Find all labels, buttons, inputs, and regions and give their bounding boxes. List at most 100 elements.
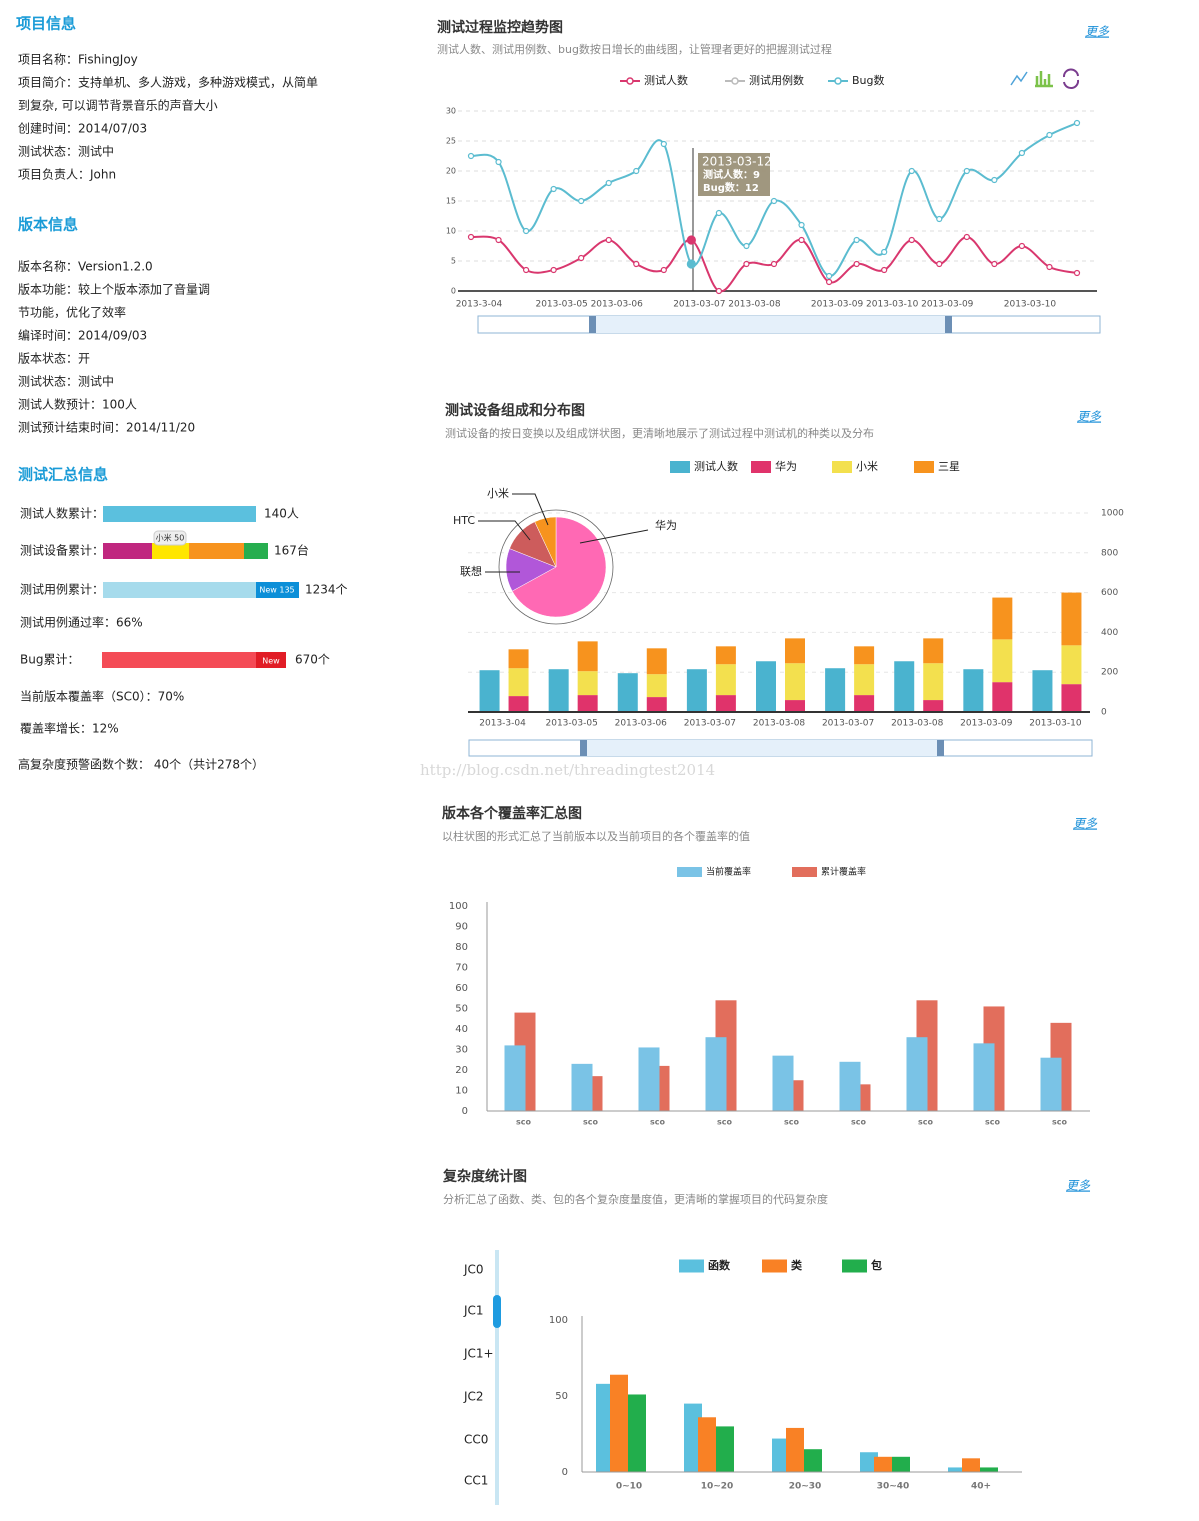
pie-label: 华为 <box>655 518 677 532</box>
bar <box>923 700 944 712</box>
summary-label: 高复杂度预警函数个数： 40个（共计278个） <box>18 757 264 772</box>
data-point <box>881 248 888 256</box>
pie-slice <box>511 516 607 618</box>
x-tick-label: 2013-03-07 <box>673 300 725 310</box>
summary-value: 140人 <box>264 507 299 521</box>
bar <box>715 695 736 712</box>
x-tick-label: 2013-03-08 <box>753 719 806 729</box>
y-tick-label: 400 <box>1101 628 1118 638</box>
summary-value: 1234个 <box>305 583 348 597</box>
x-tick-label: sco <box>1052 1118 1068 1127</box>
bar <box>508 668 529 697</box>
summary-label: 测试用例累计： <box>20 582 104 597</box>
bar <box>1032 670 1053 712</box>
data-point <box>660 140 667 148</box>
data-point <box>936 215 943 223</box>
data-point <box>578 197 585 205</box>
chart-title: 测试过程监控趋势图 <box>437 19 563 36</box>
y-tick-label: 15 <box>446 197 456 206</box>
data-point <box>686 259 696 269</box>
bar <box>1061 684 1082 712</box>
bar <box>785 700 805 712</box>
x-tick-label: 2013-03-09 <box>960 719 1013 729</box>
leader-line <box>579 529 649 544</box>
leader-line <box>512 493 549 526</box>
more-link[interactable]: 更多 <box>1066 1179 1091 1193</box>
leader-line <box>478 520 531 541</box>
zoom-handle[interactable] <box>580 740 587 756</box>
bar <box>973 1043 995 1111</box>
data-point <box>743 260 750 268</box>
side-item: JC1+ <box>463 1347 494 1361</box>
info-line: 测试人数预计：100人 <box>18 397 137 412</box>
chart-subtitle: 分析汇总了函数、类、包的各个复杂度量度值，更清晰的掌握项目的代码复杂度 <box>443 1192 828 1206</box>
legend-swatch <box>677 867 702 877</box>
zoom-window <box>583 740 940 756</box>
data-point <box>633 260 640 268</box>
x-tick-label: sco <box>918 1118 934 1127</box>
data-point <box>963 167 970 175</box>
data-point <box>578 254 585 262</box>
legend-marker <box>731 77 739 85</box>
info-line: 创建时间：2014/07/03 <box>18 122 147 136</box>
legend-label: 类 <box>791 1258 803 1272</box>
bar <box>980 1467 998 1472</box>
x-tick-label: sco <box>851 1118 867 1127</box>
zoom-handle[interactable] <box>589 316 596 333</box>
tooltip-box <box>698 153 770 196</box>
chart-title: 版本各个覆盖率汇总图 <box>442 805 582 822</box>
data-point <box>633 167 640 175</box>
more-link[interactable]: 更多 <box>1077 410 1102 424</box>
data-point <box>853 260 860 268</box>
more-link[interactable]: 更多 <box>1085 25 1110 39</box>
bar <box>992 639 1013 683</box>
bar <box>756 661 776 712</box>
data-point <box>522 227 530 235</box>
pie-label: 小米 <box>487 487 509 500</box>
data-point <box>1046 131 1053 139</box>
y-tick-label: 90 <box>455 922 468 933</box>
data-point <box>936 260 943 268</box>
bar <box>992 682 1013 712</box>
x-tick-label: 2013-03-06 <box>615 719 668 729</box>
info-line: 编译时间：2014/09/03 <box>18 328 147 343</box>
data-point <box>908 236 915 244</box>
zoom-handle[interactable] <box>937 740 944 756</box>
legend-label: 华为 <box>775 459 797 473</box>
bar <box>854 695 875 712</box>
zoom-handle[interactable] <box>945 316 952 333</box>
legend-label: 函数 <box>708 1258 731 1272</box>
data-point <box>660 266 667 274</box>
icon-line[interactable] <box>1010 71 1028 86</box>
chart-title: 复杂度统计图 <box>442 1168 527 1185</box>
bar <box>1061 645 1082 685</box>
legend-swatch <box>832 461 852 473</box>
scroll-thumb[interactable] <box>493 1295 501 1328</box>
data-point <box>853 236 860 244</box>
pie-label: 联想 <box>460 564 482 578</box>
bar <box>577 671 598 696</box>
legend-swatch <box>670 461 690 473</box>
info-line: 项目简介：支持单机、多人游戏，多种游戏模式，从简单 <box>18 75 318 90</box>
summary-bar-segment <box>103 506 256 522</box>
data-point <box>686 235 696 245</box>
bar <box>1061 592 1082 646</box>
x-tick-label: 2013-3-04 <box>479 719 526 729</box>
icon-bar[interactable] <box>1035 71 1053 88</box>
icon-refresh[interactable] <box>1063 68 1080 90</box>
y-tick-label: 0 <box>562 1467 568 1478</box>
legend-label: 三星 <box>938 460 960 473</box>
bar <box>504 1045 526 1111</box>
bar <box>785 638 805 664</box>
data-point <box>550 185 557 193</box>
x-tick-label: 2013-03-07 <box>822 719 874 729</box>
side-item: JC2 <box>463 1390 484 1404</box>
bar <box>571 1063 593 1111</box>
chart-subtitle: 以柱状图的形式汇总了当前版本以及当前项目的各个覆盖率的值 <box>442 829 750 843</box>
bar <box>508 696 529 712</box>
data-point <box>495 158 502 166</box>
more-link[interactable]: 更多 <box>1073 817 1098 831</box>
zoom-window <box>592 316 948 333</box>
data-point <box>1073 269 1081 277</box>
info-line: 版本功能：较上个版本添加了音量调 <box>18 282 210 297</box>
